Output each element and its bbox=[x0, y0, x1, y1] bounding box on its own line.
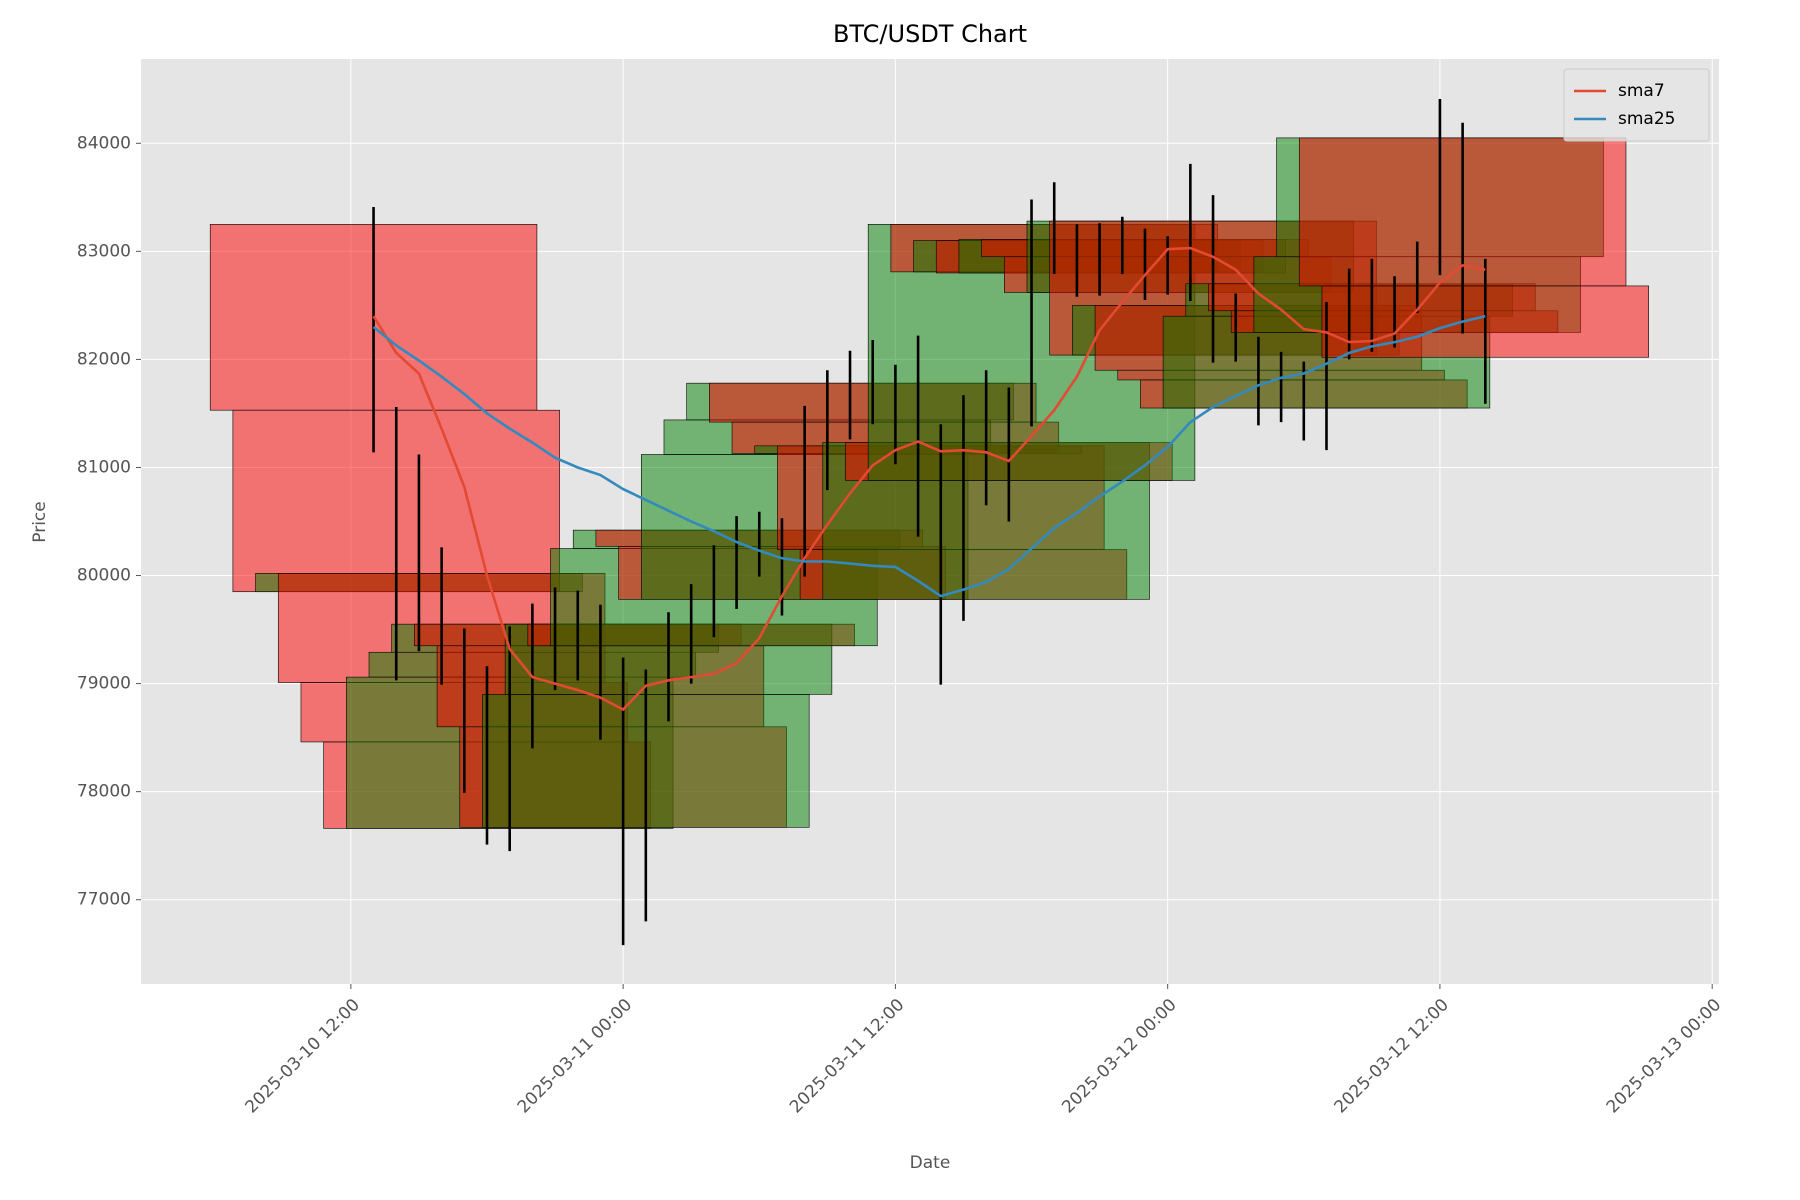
legend-label: sma25 bbox=[1618, 109, 1675, 129]
y-axis-label: Price bbox=[30, 501, 50, 542]
sma-line bbox=[372, 314, 1486, 598]
x-axis-label: Date bbox=[910, 1153, 951, 1173]
legend-label: sma7 bbox=[1618, 81, 1665, 101]
legend: sma7 sma25 bbox=[1563, 68, 1710, 142]
y-tick-label: 84000 bbox=[77, 133, 131, 153]
y-tick-label: 82000 bbox=[77, 349, 131, 369]
x-tick-label: 2025-03-12 12:00 bbox=[1331, 995, 1453, 1117]
y-tick-label: 78000 bbox=[77, 782, 131, 802]
y-tick-label: 83000 bbox=[77, 241, 131, 261]
x-tick-label: 2025-03-12 00:00 bbox=[1058, 995, 1180, 1117]
y-tick-label: 79000 bbox=[77, 674, 131, 694]
y-tick-label: 77000 bbox=[77, 890, 131, 910]
chart-title: BTC/USDT Chart bbox=[833, 20, 1027, 48]
x-tick-label: 2025-03-10 12:00 bbox=[241, 995, 363, 1117]
sma-line bbox=[372, 246, 1486, 712]
x-tick-label: 2025-03-11 00:00 bbox=[514, 995, 636, 1117]
y-tick-label: 80000 bbox=[77, 566, 131, 586]
x-tick-label: 2025-03-11 12:00 bbox=[786, 995, 908, 1117]
legend-box bbox=[1563, 68, 1710, 142]
y-tick-label: 81000 bbox=[77, 457, 131, 477]
x-tick-label: 2025-03-13 00:00 bbox=[1603, 995, 1725, 1117]
